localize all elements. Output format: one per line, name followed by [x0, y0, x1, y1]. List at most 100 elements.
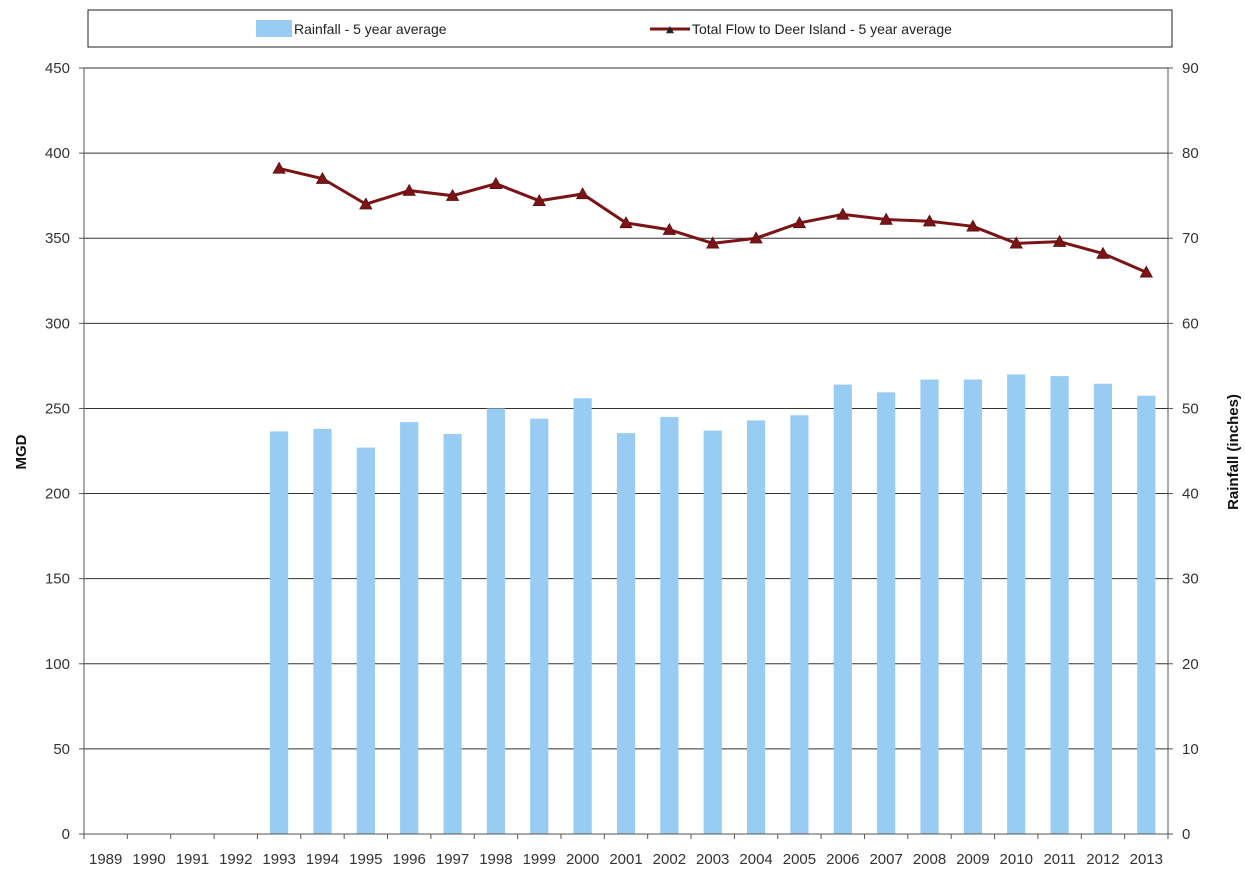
x-tick-label: 1997 [436, 851, 469, 868]
y-tick-label-right: 0 [1182, 826, 1190, 843]
rainfall-bar-2001 [616, 433, 636, 834]
legend: Rainfall - 5 year average Total Flow to … [87, 9, 1173, 48]
total-flow-point-1993 [272, 161, 286, 174]
y-axis-title-left: MGD [13, 434, 30, 469]
rainfall-bar-2004 [746, 420, 766, 834]
total-flow-point-2008 [922, 214, 937, 227]
x-tick-label: 2002 [653, 851, 686, 868]
x-tick-label: 1991 [176, 851, 209, 868]
x-tick-label: 1990 [132, 851, 165, 868]
x-tick-label: 2001 [609, 851, 642, 868]
total-flow-point-1998 [489, 176, 503, 189]
total-flow-point-1995 [359, 197, 373, 210]
total-flow-point-2003 [706, 236, 720, 249]
y-tick-label-left: 50 [53, 741, 70, 758]
total-flow-point-2011 [1052, 234, 1067, 247]
total-flow-point-2004 [749, 231, 763, 244]
y-tick-label-left: 350 [45, 230, 70, 247]
total-flow-point-2010 [1009, 236, 1023, 249]
rainfall-bar-2011 [1050, 376, 1069, 834]
legend-marker-total-flow [666, 26, 674, 34]
rainfall-bar-1996 [400, 422, 419, 834]
rainfall-bar-1998 [486, 408, 506, 834]
total-flow-point-2013 [1139, 265, 1153, 278]
y-tick-label-left: 400 [45, 145, 70, 162]
tick-labels: 0 50 100 150 200 250 300 350 400 450 0 10 20 30 40 50 60… [45, 60, 1199, 868]
y-tick-label-left: 300 [45, 315, 70, 332]
y-tick-label-left: 150 [45, 571, 70, 588]
y-tick-label-left: 200 [45, 486, 70, 503]
total-flow-point-2009 [966, 219, 980, 232]
y-tick-label-right: 50 [1182, 400, 1199, 417]
rainfall-bar-2010 [1007, 374, 1026, 834]
rainfall-bar-1997 [443, 433, 462, 834]
x-tick-label: 2012 [1086, 851, 1119, 868]
legend-swatch-rainfall [256, 20, 292, 37]
y-axis-title-right: Rainfall (inches) [1225, 394, 1242, 510]
x-tick-label: 2000 [566, 851, 599, 868]
rainfall-bar-2000 [573, 398, 592, 834]
rainfall-bars [270, 374, 1156, 834]
x-tick-label: 2013 [1130, 851, 1163, 868]
total-flow-point-2000 [575, 187, 590, 200]
axes [79, 67, 1173, 839]
rainfall-bar-1994 [313, 428, 332, 834]
x-tick-label: 1989 [89, 851, 122, 868]
total-flow-point-1996 [402, 183, 416, 196]
rainfall-bar-2009 [963, 379, 982, 834]
x-tick-label: 2011 [1043, 851, 1075, 868]
legend-label-total-flow: Total Flow to Deer Island - 5 year avera… [692, 21, 952, 37]
total-flow-point-1997 [445, 188, 460, 201]
y-tick-label-right: 60 [1182, 315, 1199, 332]
rainfall-bar-2006 [833, 384, 852, 834]
total-flow-point-2001 [619, 216, 633, 229]
x-tick-label: 2010 [1000, 851, 1033, 868]
y-tick-label-left: 450 [45, 60, 70, 77]
y-tick-label-right: 80 [1182, 145, 1199, 162]
rainfall-bar-1995 [356, 447, 375, 834]
rainfall-bar-1993 [270, 431, 289, 834]
x-tick-label: 1998 [479, 851, 512, 868]
x-tick-label: 1999 [523, 851, 556, 868]
x-tick-label: 2003 [696, 851, 729, 868]
x-tick-label: 1996 [393, 851, 426, 868]
total-flow-point-2006 [836, 207, 850, 220]
rainfall-bar-2012 [1093, 383, 1113, 834]
y-tick-label-right: 30 [1182, 571, 1199, 588]
x-tick-label: 1992 [219, 851, 252, 868]
x-tick-label: 2007 [869, 851, 902, 868]
x-tick-label: 2004 [739, 851, 772, 868]
y-tick-label-right: 20 [1182, 656, 1199, 673]
x-tick-label: 2009 [956, 851, 989, 868]
x-tick-label: 2005 [783, 851, 816, 868]
total-flow-point-2007 [879, 212, 893, 225]
y-tick-label-right: 90 [1182, 60, 1199, 77]
total-flow-line [272, 161, 1153, 278]
rainfall-bar-2003 [703, 430, 722, 834]
rainfall-bar-2013 [1137, 395, 1156, 834]
total-flow-point-2002 [662, 222, 677, 235]
x-tick-label: 1993 [262, 851, 295, 868]
rainfall-bar-2008 [920, 379, 939, 834]
y-tick-label-left: 100 [45, 656, 70, 673]
y-tick-label-right: 70 [1182, 230, 1199, 247]
x-tick-label: 2008 [913, 851, 946, 868]
total-flow-point-2005 [792, 216, 807, 229]
rainfall-bar-2007 [877, 392, 896, 834]
total-flow-point-2012 [1096, 246, 1110, 259]
rainfall-bar-2005 [790, 415, 809, 834]
rainfall-bar-2002 [660, 416, 679, 834]
y-tick-label-right: 10 [1182, 741, 1199, 758]
y-tick-label-right: 40 [1182, 486, 1199, 503]
x-tick-label: 1994 [306, 851, 339, 868]
y-tick-label-left: 250 [45, 400, 70, 417]
x-tick-label: 1995 [349, 851, 382, 868]
legend-label-rainfall: Rainfall - 5 year average [294, 21, 447, 37]
total-flow-point-1994 [315, 171, 330, 184]
rainfall-bar-1999 [530, 418, 549, 834]
legend-box [87, 9, 1173, 48]
total-flow-point-1999 [532, 193, 546, 206]
x-tick-label: 2006 [826, 851, 859, 868]
y-tick-label-left: 0 [62, 826, 70, 843]
